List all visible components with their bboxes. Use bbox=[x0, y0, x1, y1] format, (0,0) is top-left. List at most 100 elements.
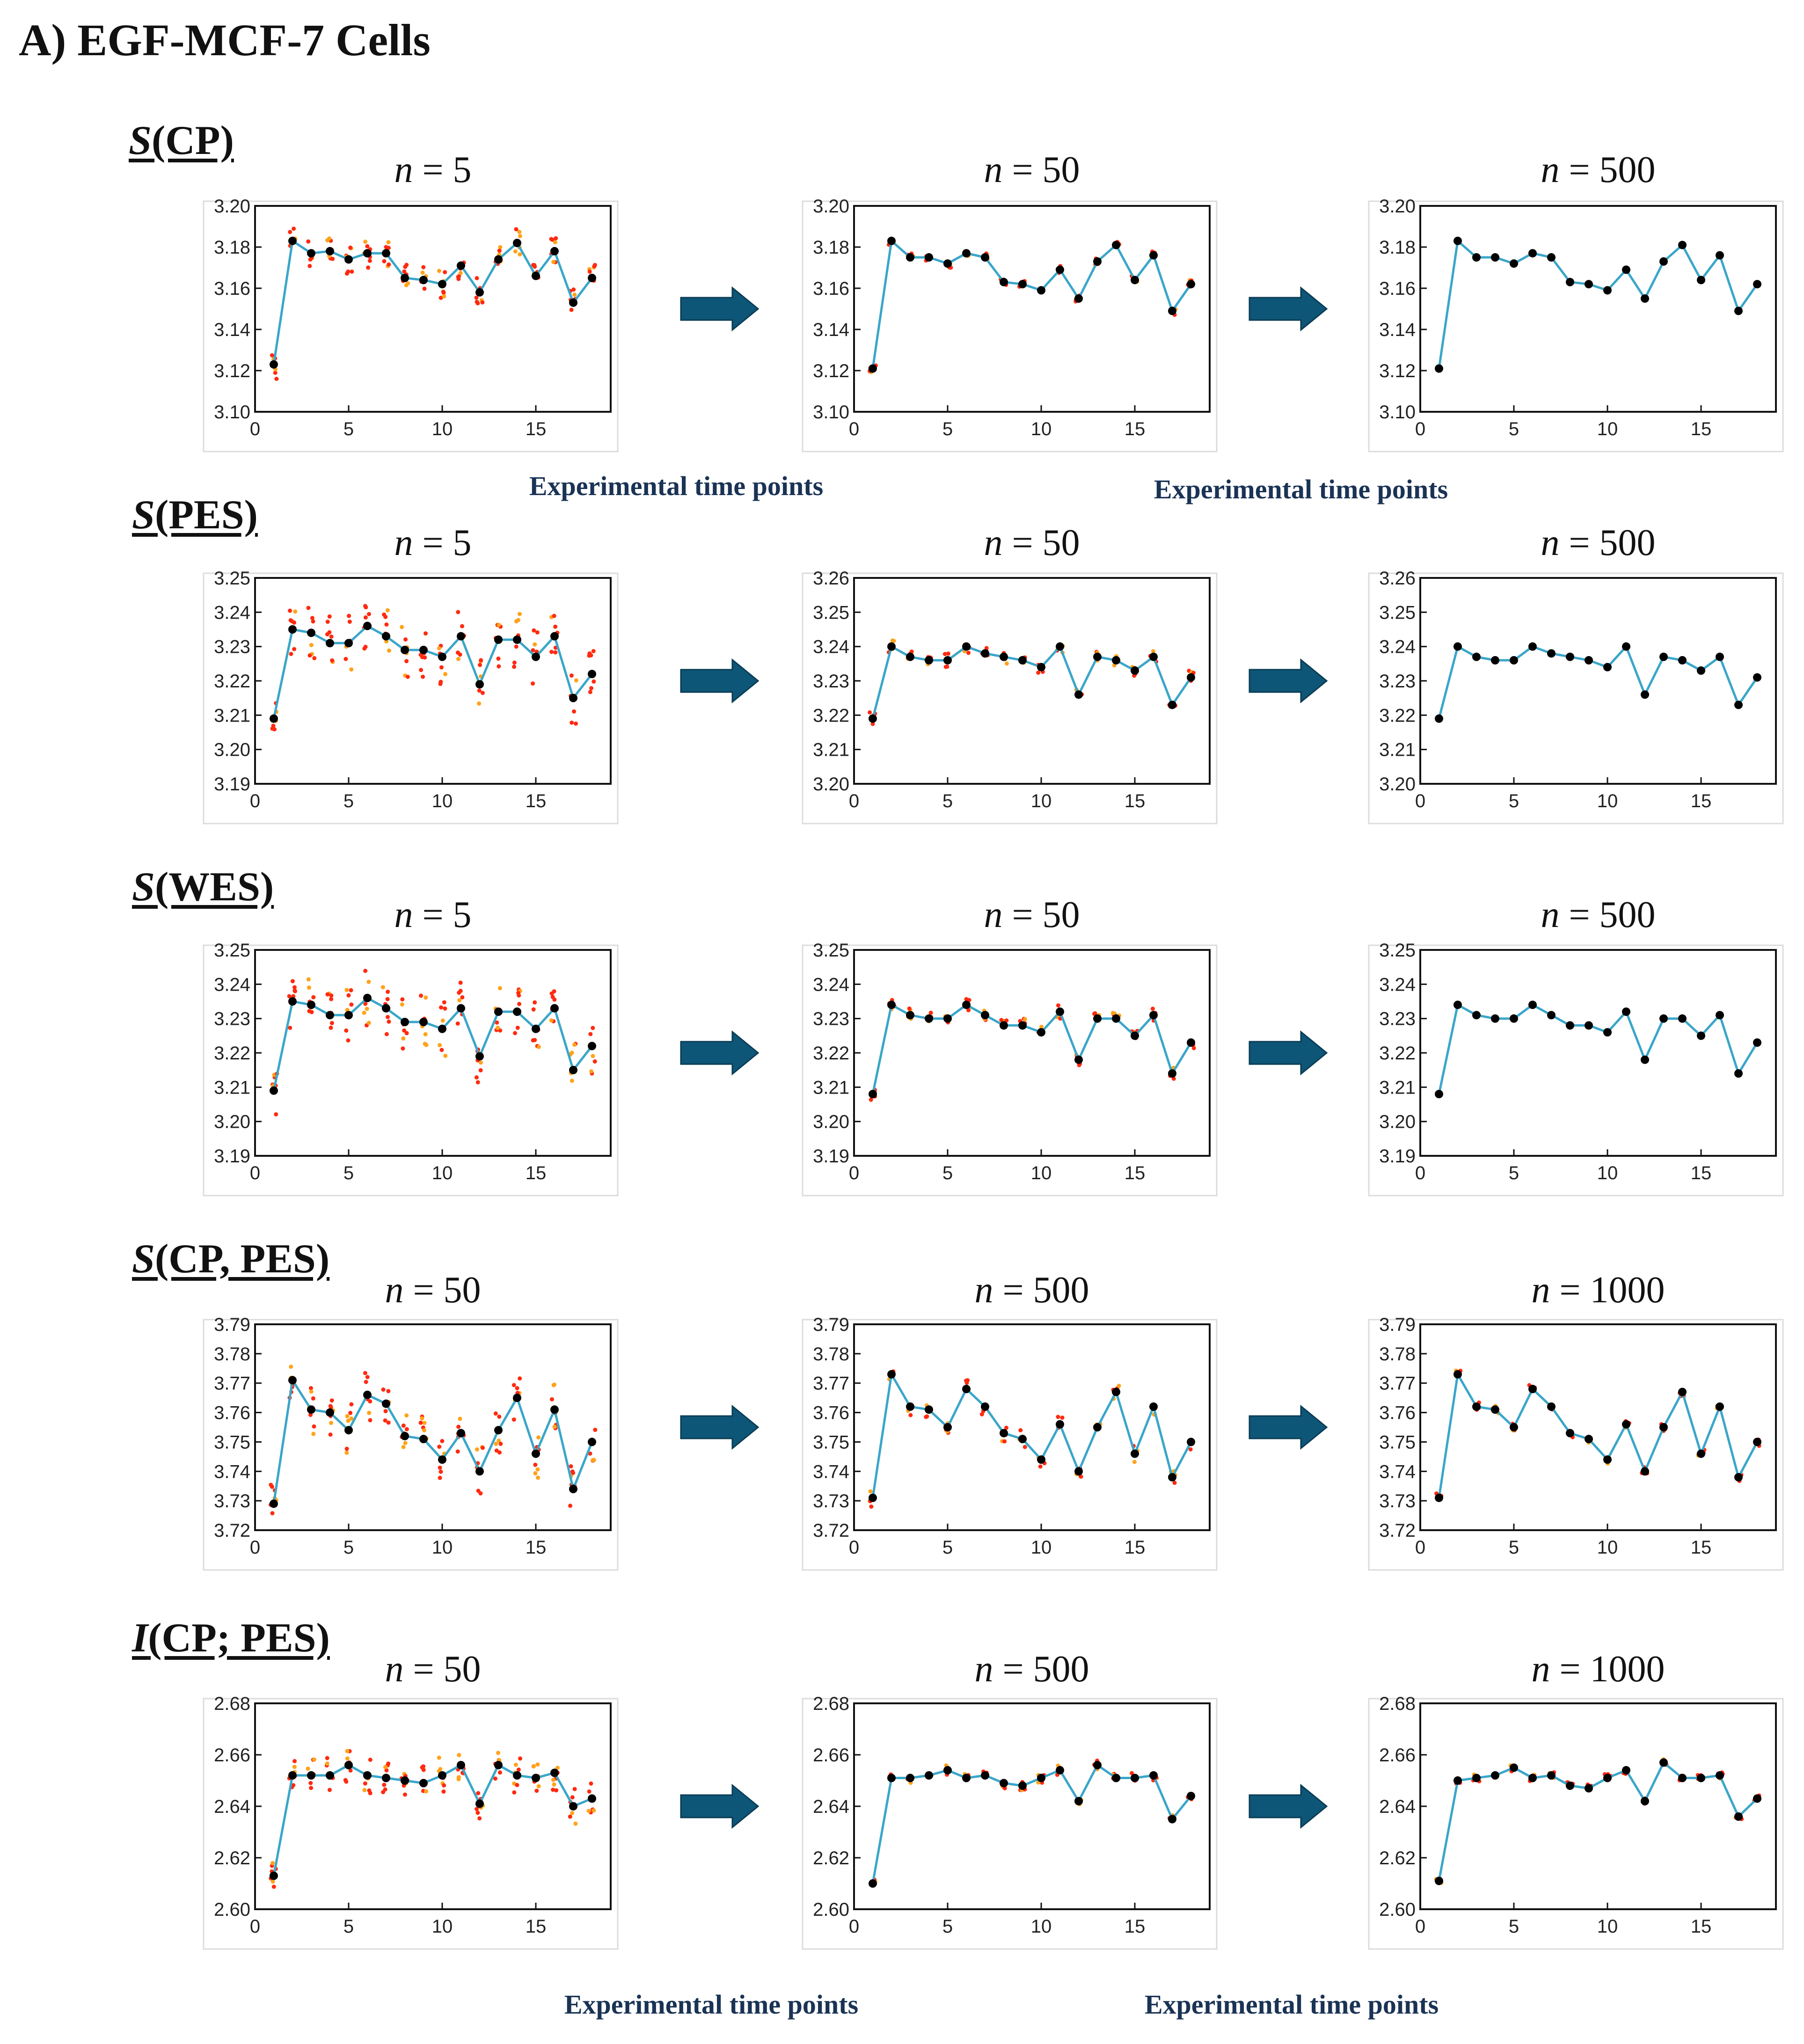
y-tick-label: 3.20 bbox=[1379, 196, 1416, 217]
sample-point bbox=[456, 610, 460, 614]
data-point bbox=[1491, 253, 1499, 262]
x-tick-label: 15 bbox=[1691, 1163, 1712, 1183]
sample-point bbox=[536, 1044, 541, 1049]
y-tick-label: 3.23 bbox=[813, 671, 849, 692]
data-point bbox=[1734, 1069, 1743, 1078]
data-point bbox=[981, 1771, 989, 1780]
sample-point bbox=[423, 1042, 427, 1046]
sample-point bbox=[533, 1462, 538, 1467]
panel-title: n = 5 bbox=[394, 894, 471, 936]
sample-point bbox=[325, 1756, 329, 1760]
sample-point bbox=[306, 606, 311, 610]
sample-point bbox=[271, 723, 276, 728]
data-point bbox=[981, 649, 989, 658]
panel-title: n = 500 bbox=[974, 1269, 1089, 1312]
panel-title-value: = 1000 bbox=[1550, 1270, 1665, 1311]
sample-point bbox=[307, 986, 312, 990]
y-tick-label: 3.21 bbox=[813, 740, 849, 760]
data-point bbox=[270, 714, 278, 723]
section-label-args: (WES) bbox=[154, 864, 274, 910]
data-point bbox=[1678, 1014, 1687, 1023]
sample-point bbox=[386, 1420, 391, 1425]
x-axis-label: Experimental time points bbox=[564, 1989, 859, 2020]
panel-title-value: = 500 bbox=[993, 1270, 1089, 1311]
sample-point bbox=[587, 269, 592, 274]
data-point bbox=[1734, 701, 1743, 709]
x-tick-label: 15 bbox=[526, 791, 547, 811]
sample-point bbox=[292, 1759, 297, 1763]
x-tick-label: 0 bbox=[250, 1537, 260, 1558]
sample-point bbox=[270, 1511, 275, 1516]
sample-point bbox=[344, 987, 349, 992]
panel-title-value: = 1000 bbox=[1550, 1649, 1665, 1690]
y-tick-label: 2.60 bbox=[1379, 1899, 1416, 1920]
sample-point bbox=[494, 1441, 498, 1446]
y-tick-label: 3.74 bbox=[813, 1461, 849, 1482]
sample-point bbox=[532, 628, 536, 633]
sample-point bbox=[365, 244, 370, 248]
data-point bbox=[1697, 666, 1705, 675]
panel-border bbox=[1368, 200, 1784, 453]
sample-point bbox=[455, 1021, 460, 1026]
sample-point bbox=[570, 1079, 574, 1083]
sample-point bbox=[475, 1447, 479, 1452]
sample-point bbox=[310, 616, 314, 620]
y-tick-label: 3.76 bbox=[214, 1403, 250, 1424]
sample-point bbox=[329, 1021, 334, 1025]
plot-frame bbox=[853, 1323, 1211, 1531]
chart-panel: 3.19 3.20 3.21 3.22 3.23 3.24 3.25 0 5 10 15 bbox=[203, 940, 619, 1197]
sample-point bbox=[533, 1000, 537, 1005]
plot-frame bbox=[254, 1702, 612, 1910]
sample-point bbox=[311, 1431, 316, 1436]
data-point bbox=[1641, 1467, 1649, 1476]
x-tick-label: 15 bbox=[526, 1163, 547, 1183]
y-tick-label: 3.14 bbox=[1379, 320, 1416, 340]
data-point bbox=[1435, 1876, 1443, 1885]
arrow-right-icon bbox=[680, 1783, 760, 1829]
sample-point bbox=[367, 258, 372, 263]
x-tick-label: 5 bbox=[343, 1916, 354, 1937]
sample-point bbox=[924, 1415, 928, 1419]
sample-point bbox=[311, 995, 316, 1000]
y-tick-label: 3.73 bbox=[1379, 1491, 1416, 1511]
y-tick-label: 3.23 bbox=[813, 1009, 849, 1029]
data-point bbox=[475, 1799, 484, 1808]
sample-point bbox=[442, 1000, 446, 1005]
data-point bbox=[1585, 656, 1593, 664]
sample-point bbox=[587, 1789, 592, 1794]
panel-border bbox=[802, 200, 1218, 453]
figure-title: A) EGF-MCF-7 Cells bbox=[19, 15, 431, 65]
y-tick-label: 3.79 bbox=[1379, 1314, 1416, 1335]
data-point bbox=[1510, 259, 1518, 268]
data-point bbox=[1491, 656, 1499, 664]
data-point bbox=[1056, 642, 1064, 651]
sample-point bbox=[421, 1764, 426, 1769]
sample-point bbox=[516, 991, 521, 995]
sample-point bbox=[288, 618, 293, 622]
chart-panel: 3.72 3.73 3.74 3.75 3.76 3.77 3.78 3.79 0 5 10 15 bbox=[802, 1314, 1218, 1571]
sample-point bbox=[549, 1397, 554, 1402]
y-tick-label: 3.78 bbox=[813, 1344, 849, 1365]
panel-title-var: n bbox=[394, 149, 413, 190]
data-point bbox=[1435, 364, 1443, 373]
sample-point bbox=[443, 1006, 447, 1011]
y-tick-label: 2.62 bbox=[214, 1848, 250, 1869]
panel-border bbox=[802, 1698, 1218, 1950]
y-tick-label: 3.16 bbox=[214, 278, 250, 299]
sample-point bbox=[439, 1048, 444, 1052]
data-point bbox=[1074, 294, 1083, 303]
sample-point bbox=[387, 1019, 391, 1024]
panel-title-value: = 500 bbox=[1559, 894, 1656, 935]
sample-point bbox=[480, 691, 485, 695]
x-tick-label: 5 bbox=[1509, 1537, 1519, 1558]
section-label: I(CP; PES) bbox=[132, 1614, 330, 1662]
plot-frame bbox=[1419, 949, 1777, 1157]
y-tick-label: 3.25 bbox=[813, 602, 849, 623]
sample-point bbox=[442, 1783, 446, 1788]
sample-point bbox=[386, 1389, 391, 1394]
panel-border bbox=[802, 944, 1218, 1197]
sample-point bbox=[572, 1043, 577, 1047]
y-tick-label: 2.66 bbox=[1379, 1745, 1416, 1766]
sample-point bbox=[344, 1446, 349, 1451]
sample-point bbox=[589, 1069, 594, 1074]
